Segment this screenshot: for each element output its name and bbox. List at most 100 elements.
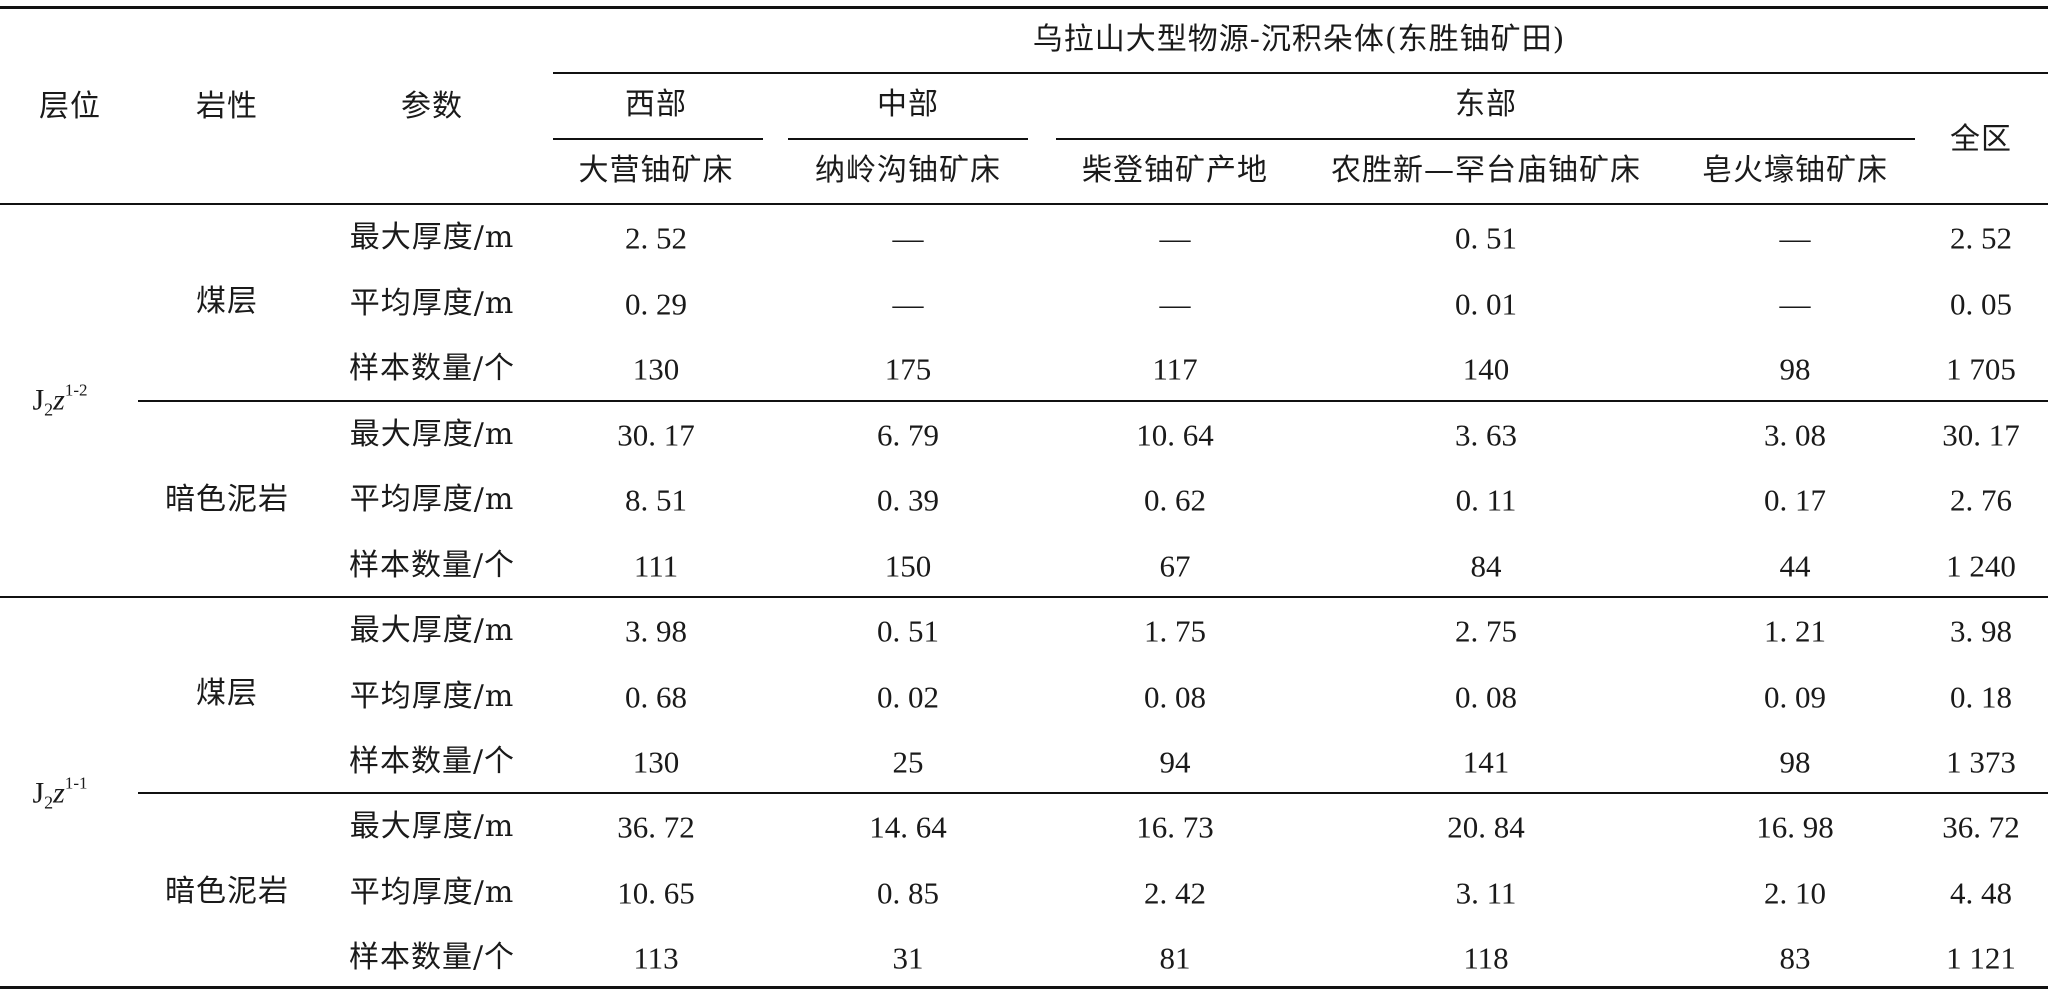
west-rule [553, 138, 763, 140]
value-cell-daying: 2. 52 [625, 220, 687, 256]
value-cell-zaohuohao: 98 [1779, 744, 1811, 780]
header-bottom-rule [0, 203, 2048, 205]
layer-symbol-j2z1-2: J2z1-2 [32, 380, 88, 420]
param-label: 平均厚度/m [349, 286, 515, 321]
lithology-label: 煤层 [196, 676, 258, 711]
value-cell-nongshengxin: 84 [1470, 548, 1502, 584]
layer-symbol-j2z1-1: J2z1-1 [32, 773, 88, 813]
value-cell-nongshengxin: 118 [1463, 940, 1509, 976]
header-lithology: 岩性 [196, 89, 258, 124]
header-deposit-daying: 大营铀矿床 [578, 153, 734, 188]
value-cell-total: 36. 72 [1942, 809, 2020, 845]
value-cell-nongshengxin: 2. 75 [1455, 613, 1517, 649]
value-cell-zaohuohao: 83 [1779, 940, 1811, 976]
value-cell-daying: 8. 51 [625, 482, 687, 518]
value-cell-total: 2. 76 [1950, 482, 2012, 518]
value-cell-nongshengxin: 20. 84 [1447, 809, 1525, 845]
header-west: 西部 [625, 87, 687, 122]
value-cell-nongshengxin: 141 [1462, 744, 1510, 780]
value-cell-daying: 130 [632, 351, 680, 387]
value-cell-chaideng: 67 [1159, 548, 1191, 584]
value-cell-zaohuohao: — [1779, 220, 1811, 256]
value-cell-total: 4. 48 [1950, 875, 2012, 911]
value-cell-daying: 113 [633, 940, 679, 976]
value-cell-total: 1 121 [1946, 940, 2016, 976]
header-deposit-nalinggou: 纳岭沟铀矿床 [815, 153, 1001, 188]
value-cell-daying: 111 [633, 548, 679, 584]
lithology-label: 暗色泥岩 [165, 482, 289, 517]
value-cell-chaideng: 94 [1159, 744, 1191, 780]
value-cell-daying: 10. 65 [617, 875, 695, 911]
header-deposit-nongshengxin: 农胜新—罕台庙铀矿床 [1331, 153, 1641, 188]
value-cell-zaohuohao: 2. 10 [1764, 875, 1826, 911]
value-cell-daying: 36. 72 [617, 809, 695, 845]
layer-divider [0, 596, 2048, 598]
value-cell-daying: 0. 29 [625, 286, 687, 322]
value-cell-chaideng: — [1159, 286, 1191, 322]
value-cell-total: 0. 05 [1950, 286, 2012, 322]
header-group-title: 乌拉山大型物源-沉积朵体(东胜铀矿田) [1032, 22, 1566, 57]
header-total: 全区 [1950, 122, 2012, 157]
param-label: 样本数量/个 [348, 940, 516, 975]
layer1-lith-divider [138, 400, 2048, 402]
value-cell-nalinggou: 175 [884, 351, 932, 387]
param-label: 样本数量/个 [348, 351, 516, 386]
value-cell-total: 1 240 [1946, 548, 2016, 584]
param-label: 样本数量/个 [348, 744, 516, 779]
value-cell-total: 1 705 [1946, 351, 2016, 387]
header-east: 东部 [1455, 87, 1517, 122]
group-title-rule [553, 72, 2048, 74]
value-cell-nalinggou: 0. 51 [877, 613, 939, 649]
lithology-label: 暗色泥岩 [165, 874, 289, 909]
value-cell-daying: 130 [632, 744, 680, 780]
param-label: 平均厚度/m [349, 875, 515, 910]
param-label: 最大厚度/m [349, 613, 515, 648]
value-cell-nalinggou: 0. 39 [877, 482, 939, 518]
value-cell-zaohuohao: 16. 98 [1756, 809, 1834, 845]
value-cell-nalinggou: 0. 85 [877, 875, 939, 911]
value-cell-chaideng: 0. 08 [1144, 679, 1206, 715]
header-deposit-zaohuohao: 皂火壕铀矿床 [1702, 153, 1888, 188]
value-cell-zaohuohao: 3. 08 [1764, 417, 1826, 453]
value-cell-nongshengxin: 0. 01 [1455, 286, 1517, 322]
param-label: 平均厚度/m [349, 482, 515, 517]
value-cell-daying: 0. 68 [625, 679, 687, 715]
east-rule [1056, 138, 1915, 140]
value-cell-nalinggou: 150 [884, 548, 932, 584]
lithology-label: 煤层 [196, 284, 258, 319]
value-cell-daying: 3. 98 [625, 613, 687, 649]
param-label: 样本数量/个 [348, 548, 516, 583]
value-cell-zaohuohao: 98 [1779, 351, 1811, 387]
top-rule [0, 6, 2048, 9]
value-cell-chaideng: 16. 73 [1136, 809, 1214, 845]
value-cell-zaohuohao: 44 [1779, 548, 1811, 584]
value-cell-nongshengxin: 140 [1462, 351, 1510, 387]
value-cell-nalinggou: — [892, 220, 924, 256]
value-cell-daying: 30. 17 [617, 417, 695, 453]
value-cell-nalinggou: 0. 02 [877, 679, 939, 715]
value-cell-chaideng: 81 [1159, 940, 1191, 976]
layer2-lith-divider [138, 792, 2048, 794]
value-cell-total: 2. 52 [1950, 220, 2012, 256]
header-middle: 中部 [877, 87, 939, 122]
value-cell-chaideng: 2. 42 [1144, 875, 1206, 911]
param-label: 最大厚度/m [349, 417, 515, 452]
value-cell-zaohuohao: 0. 17 [1764, 482, 1826, 518]
value-cell-chaideng: 117 [1152, 351, 1198, 387]
value-cell-nalinggou: 6. 79 [877, 417, 939, 453]
header-layer: 层位 [39, 89, 101, 124]
value-cell-chaideng: 10. 64 [1136, 417, 1214, 453]
value-cell-chaideng: — [1159, 220, 1191, 256]
value-cell-nalinggou: 25 [892, 744, 924, 780]
value-cell-total: 3. 98 [1950, 613, 2012, 649]
middle-rule [788, 138, 1028, 140]
value-cell-nongshengxin: 3. 11 [1455, 875, 1517, 911]
value-cell-nalinggou: 14. 64 [869, 809, 947, 845]
value-cell-nalinggou: 31 [892, 940, 924, 976]
value-cell-chaideng: 1. 75 [1144, 613, 1206, 649]
value-cell-total: 30. 17 [1942, 417, 2020, 453]
value-cell-nongshengxin: 0. 51 [1455, 220, 1517, 256]
value-cell-nalinggou: — [892, 286, 924, 322]
value-cell-zaohuohao: 0. 09 [1764, 679, 1826, 715]
value-cell-nongshengxin: 0. 08 [1455, 679, 1517, 715]
